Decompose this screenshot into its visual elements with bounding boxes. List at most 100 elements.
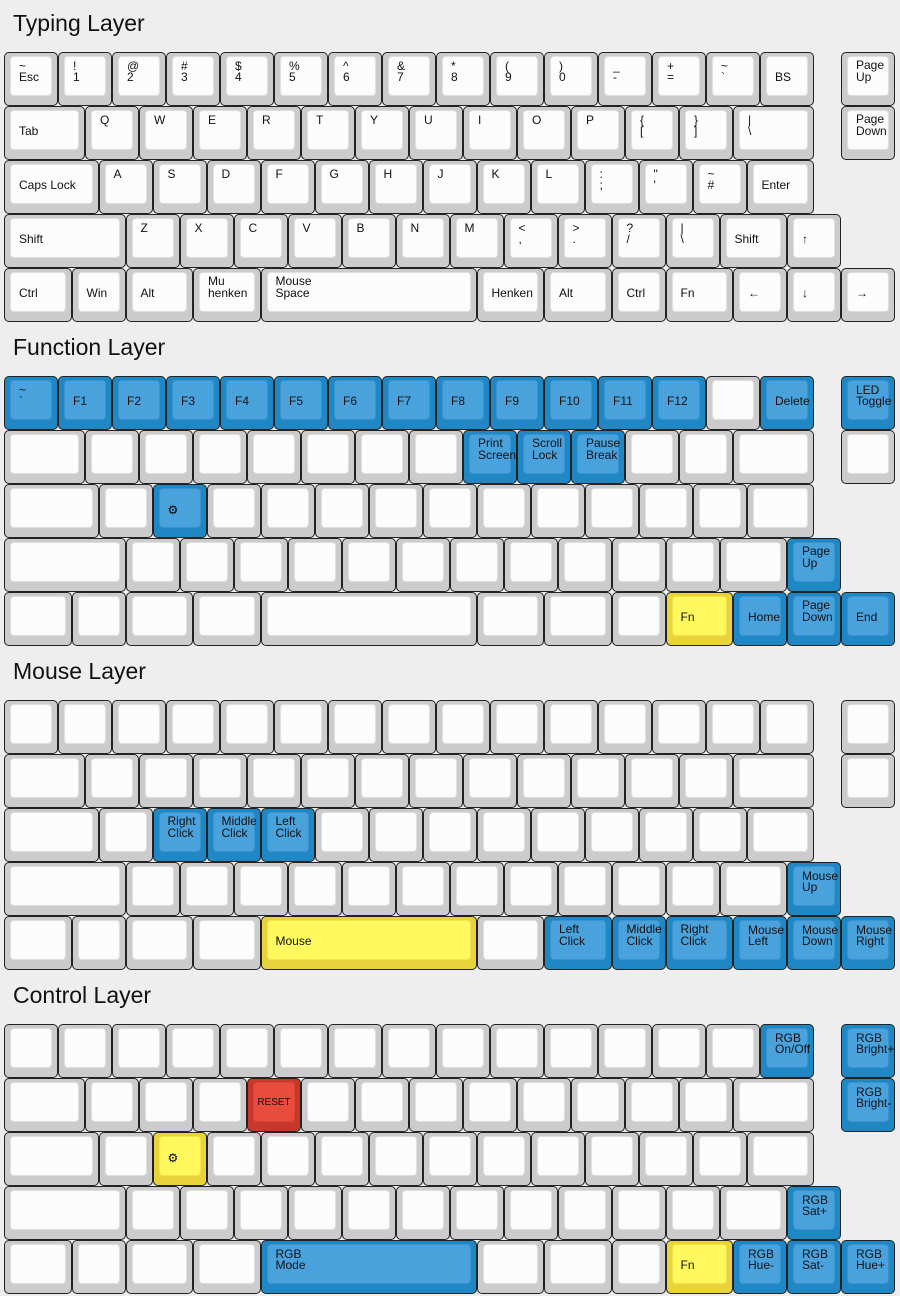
key[interactable] bbox=[4, 754, 85, 808]
key[interactable] bbox=[611, 862, 666, 916]
key[interactable]: ⚙ bbox=[152, 484, 207, 538]
key[interactable]: {[ bbox=[625, 106, 679, 160]
key[interactable] bbox=[476, 916, 544, 970]
key[interactable] bbox=[584, 1132, 639, 1186]
key[interactable] bbox=[557, 862, 612, 916]
key[interactable]: Mouse Left bbox=[733, 916, 787, 970]
key[interactable] bbox=[503, 538, 558, 592]
key[interactable]: Henken bbox=[476, 268, 544, 322]
key[interactable] bbox=[503, 1186, 558, 1240]
key[interactable]: Left Click bbox=[260, 808, 315, 862]
key[interactable] bbox=[544, 700, 598, 754]
key[interactable]: F bbox=[260, 160, 315, 214]
key[interactable]: ↓ bbox=[787, 268, 841, 322]
key[interactable] bbox=[179, 862, 234, 916]
key[interactable]: Enter bbox=[746, 160, 814, 214]
key[interactable] bbox=[746, 808, 814, 862]
key[interactable]: % 5 bbox=[274, 52, 328, 106]
key[interactable] bbox=[530, 808, 585, 862]
key[interactable] bbox=[557, 1186, 612, 1240]
key[interactable] bbox=[368, 808, 423, 862]
key[interactable]: Right Click bbox=[665, 916, 733, 970]
key[interactable]: BS bbox=[760, 52, 814, 106]
key[interactable]: G bbox=[314, 160, 369, 214]
key[interactable] bbox=[665, 1186, 720, 1240]
key[interactable] bbox=[4, 1240, 72, 1294]
key[interactable] bbox=[841, 754, 895, 808]
key[interactable] bbox=[598, 700, 652, 754]
key[interactable]: Q bbox=[85, 106, 139, 160]
key[interactable] bbox=[760, 700, 814, 754]
key[interactable] bbox=[125, 862, 180, 916]
key[interactable] bbox=[517, 754, 571, 808]
key[interactable] bbox=[652, 700, 706, 754]
key[interactable]: | \ bbox=[665, 214, 720, 268]
key[interactable]: Mouse Down bbox=[787, 916, 841, 970]
key[interactable] bbox=[409, 1078, 463, 1132]
key[interactable] bbox=[611, 538, 666, 592]
key[interactable]: F12 bbox=[652, 376, 706, 430]
key[interactable] bbox=[692, 484, 747, 538]
key[interactable]: Shift bbox=[719, 214, 787, 268]
key[interactable]: Win bbox=[71, 268, 126, 322]
key[interactable] bbox=[517, 1078, 571, 1132]
key[interactable]: RGB Sat- bbox=[787, 1240, 841, 1294]
key[interactable]: F10 bbox=[544, 376, 598, 430]
key[interactable] bbox=[625, 1078, 679, 1132]
key[interactable]: Mouse Up bbox=[787, 862, 841, 916]
key[interactable] bbox=[4, 1078, 85, 1132]
key[interactable] bbox=[125, 592, 193, 646]
key[interactable]: X bbox=[179, 214, 234, 268]
key[interactable] bbox=[409, 430, 463, 484]
key[interactable]: N bbox=[395, 214, 450, 268]
key[interactable] bbox=[557, 538, 612, 592]
key[interactable] bbox=[301, 1078, 355, 1132]
key[interactable]: Alt bbox=[125, 268, 193, 322]
key[interactable] bbox=[679, 430, 733, 484]
key[interactable] bbox=[287, 538, 342, 592]
key[interactable]: Print Screen bbox=[463, 430, 517, 484]
key[interactable]: ? / bbox=[611, 214, 666, 268]
key[interactable] bbox=[4, 592, 72, 646]
key[interactable] bbox=[355, 430, 409, 484]
key[interactable] bbox=[530, 484, 585, 538]
key[interactable] bbox=[125, 538, 180, 592]
key[interactable]: }] bbox=[679, 106, 733, 160]
key[interactable]: Mouse Right bbox=[841, 916, 895, 970]
key[interactable]: O bbox=[517, 106, 571, 160]
key[interactable] bbox=[665, 538, 720, 592]
key[interactable] bbox=[260, 592, 477, 646]
key[interactable] bbox=[4, 1132, 99, 1186]
key[interactable] bbox=[611, 1240, 666, 1294]
key[interactable] bbox=[571, 1078, 625, 1132]
key[interactable]: ) 0 bbox=[544, 52, 598, 106]
key[interactable]: Right Click bbox=[152, 808, 207, 862]
key[interactable]: #3 bbox=[166, 52, 220, 106]
key[interactable] bbox=[679, 1078, 733, 1132]
key[interactable] bbox=[746, 484, 814, 538]
key[interactable] bbox=[719, 538, 787, 592]
key[interactable] bbox=[301, 430, 355, 484]
key[interactable]: Mu henken bbox=[193, 268, 261, 322]
key[interactable] bbox=[584, 808, 639, 862]
key[interactable] bbox=[679, 754, 733, 808]
key[interactable] bbox=[841, 700, 895, 754]
key[interactable] bbox=[85, 1078, 139, 1132]
key[interactable] bbox=[733, 430, 814, 484]
key[interactable] bbox=[395, 862, 450, 916]
key[interactable]: Middle Click bbox=[611, 916, 666, 970]
key[interactable] bbox=[314, 808, 369, 862]
key[interactable] bbox=[638, 808, 693, 862]
key[interactable] bbox=[98, 1132, 153, 1186]
key[interactable]: E bbox=[193, 106, 247, 160]
key[interactable] bbox=[341, 538, 396, 592]
key[interactable]: LED Toggle bbox=[841, 376, 895, 430]
key[interactable]: M bbox=[449, 214, 504, 268]
key[interactable]: Z bbox=[125, 214, 180, 268]
key[interactable] bbox=[98, 484, 153, 538]
key[interactable] bbox=[625, 430, 679, 484]
key[interactable]: A bbox=[98, 160, 153, 214]
key[interactable]: F9 bbox=[490, 376, 544, 430]
key[interactable]: Ctrl bbox=[4, 268, 72, 322]
key[interactable]: Alt bbox=[544, 268, 612, 322]
